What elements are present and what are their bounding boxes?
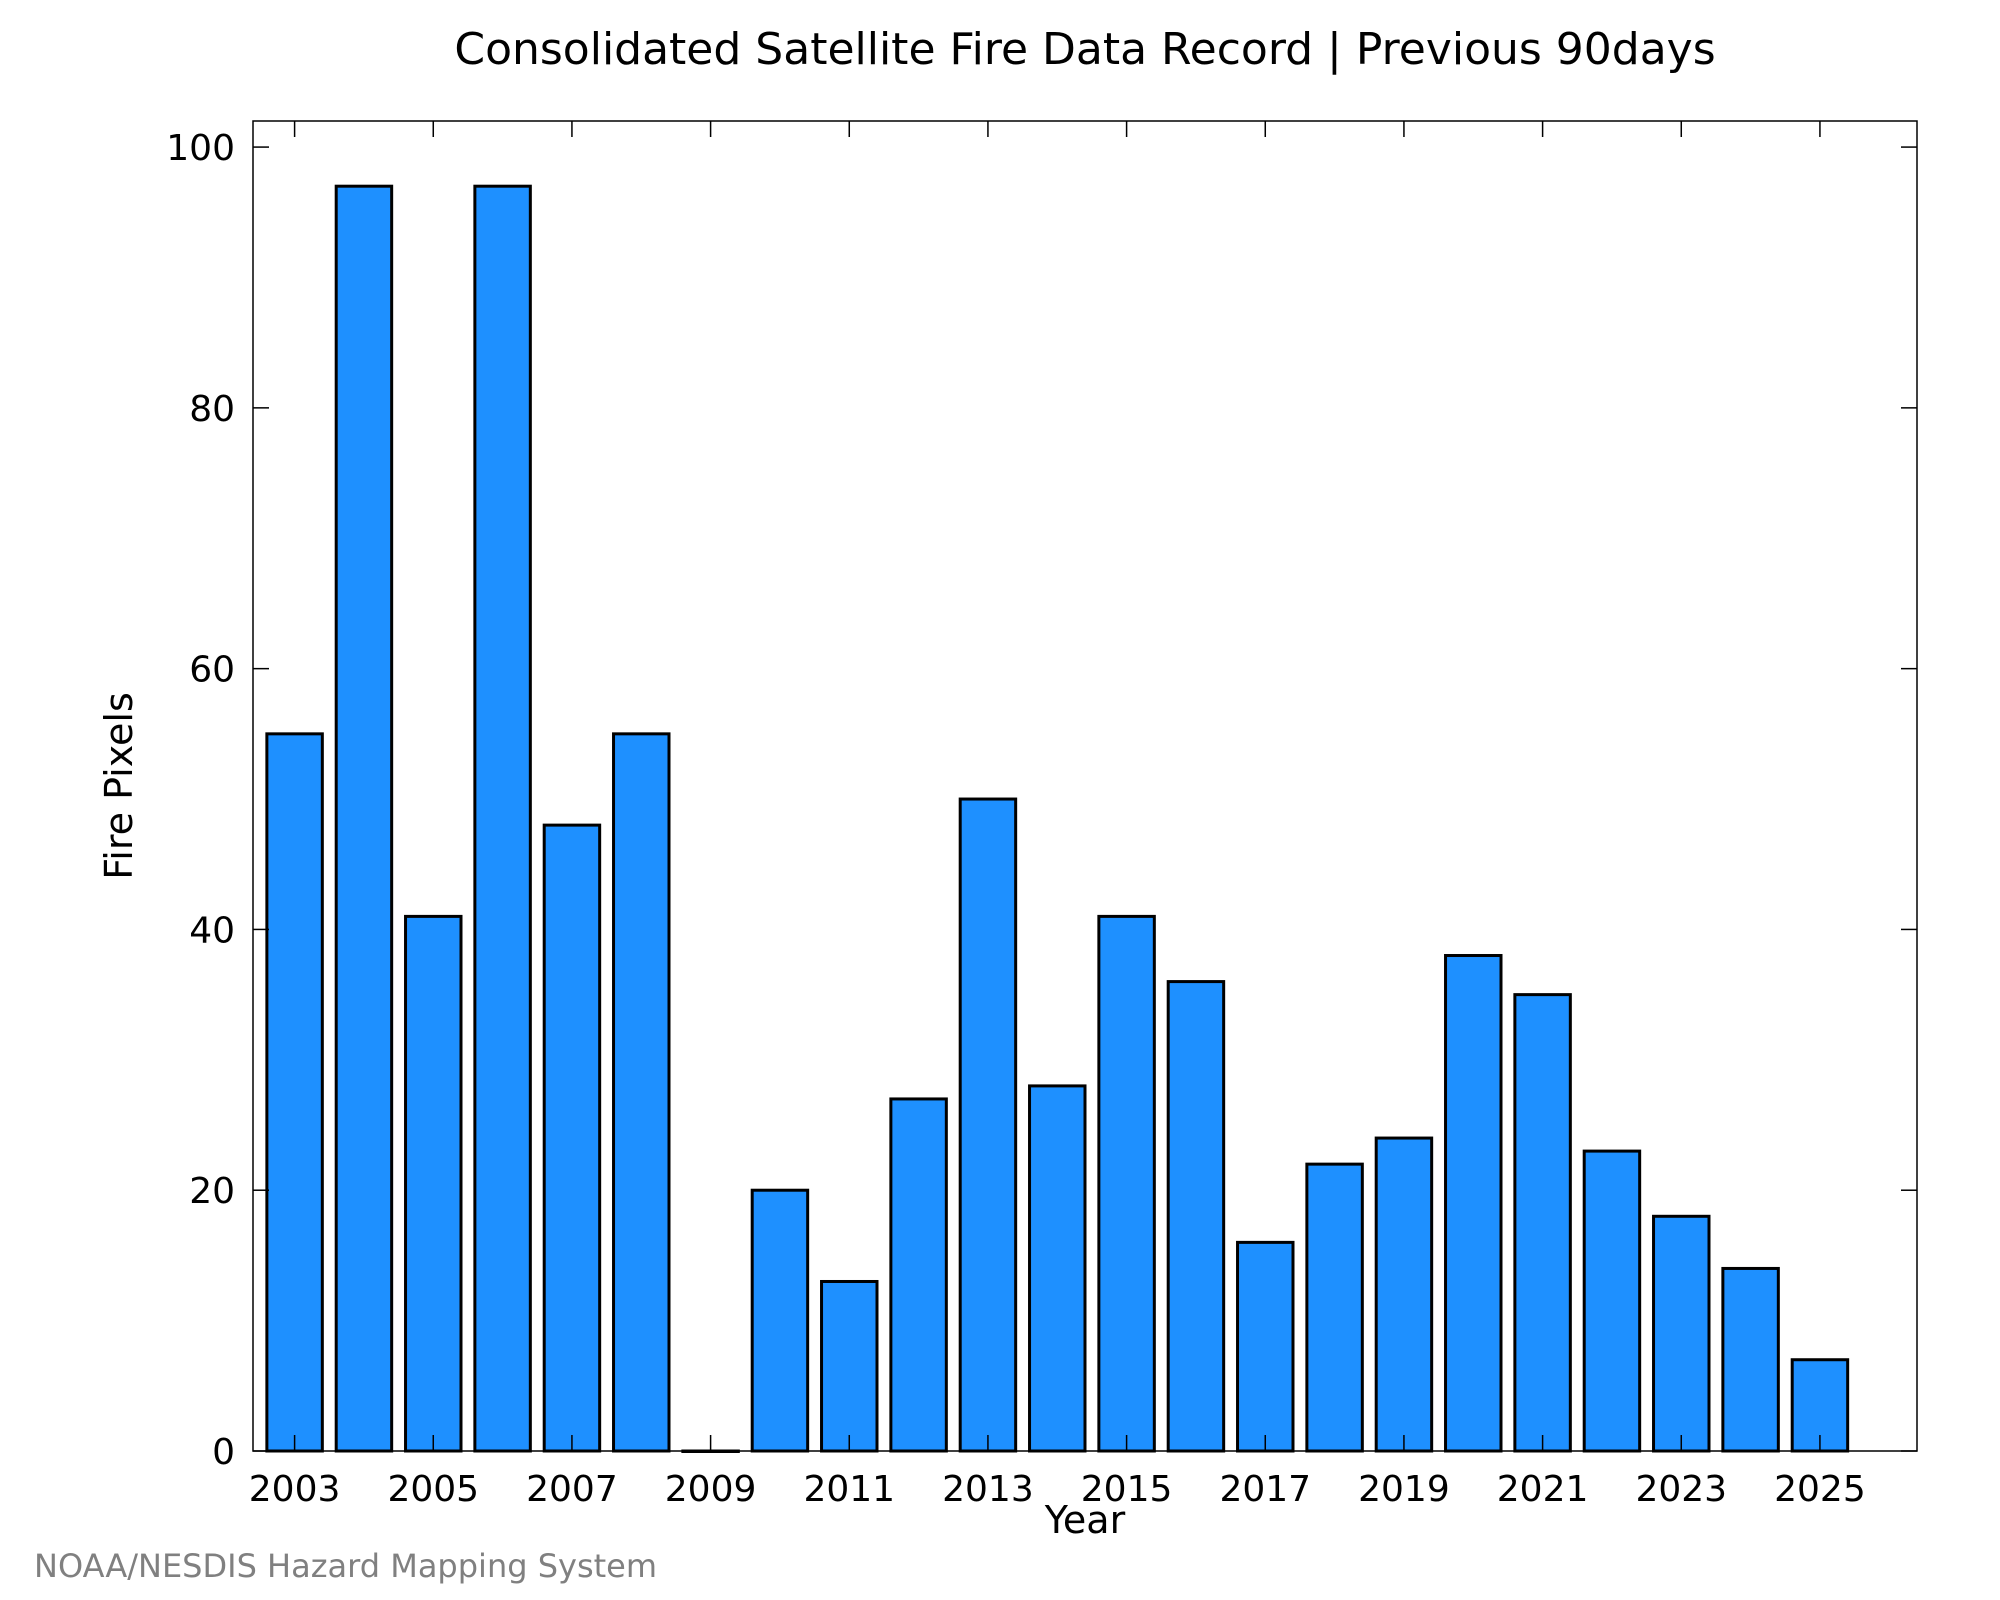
bar-2025 — [1790, 1358, 1850, 1453]
x-tick-label-2023: 2023 — [1635, 1469, 1727, 1510]
bar-2019 — [1374, 1136, 1434, 1453]
bar-2007 — [542, 823, 602, 1453]
bar-2011 — [820, 1279, 879, 1453]
bar-2022 — [1582, 1149, 1642, 1453]
x-tick-label-2009: 2009 — [665, 1469, 757, 1510]
bar-2016 — [1166, 980, 1226, 1453]
x-tick-label-2003: 2003 — [249, 1469, 341, 1510]
bar-2012 — [889, 1097, 948, 1453]
x-tick-label-2021: 2021 — [1497, 1469, 1589, 1510]
bar-2024 — [1721, 1266, 1780, 1453]
bar-2008 — [612, 732, 671, 1453]
y-tick-label-60: 60 — [189, 650, 235, 691]
bar-group — [265, 184, 1850, 1453]
y-tick-label-100: 100 — [166, 128, 235, 169]
x-tick-label-2011: 2011 — [803, 1469, 895, 1510]
bar-2004 — [334, 184, 394, 1453]
x-tick-label-2015: 2015 — [1081, 1469, 1173, 1510]
x-tick-label-2025: 2025 — [1774, 1469, 1866, 1510]
bar-2006 — [473, 184, 532, 1453]
y-tick-label-0: 0 — [212, 1432, 235, 1473]
credit-text: NOAA/NESDIS Hazard Mapping System — [34, 1547, 657, 1585]
x-tick-label-2007: 2007 — [526, 1469, 618, 1510]
y-axis-label: Fire Pixels — [97, 692, 141, 880]
tick-group: 2003 2005 2007 2009 2011 2013 2015 2017 2019 2021… — [166, 121, 1917, 1510]
bar-2018 — [1305, 1162, 1364, 1453]
bar-2023 — [1652, 1214, 1711, 1453]
bar-2017 — [1236, 1240, 1295, 1453]
x-tick-label-2019: 2019 — [1358, 1469, 1450, 1510]
bar-2015 — [1097, 914, 1156, 1453]
bar-2010 — [750, 1188, 810, 1453]
y-tick-label-80: 80 — [189, 389, 235, 430]
plot-frame — [252, 120, 1918, 1452]
y-tick-label-20: 20 — [189, 1171, 235, 1212]
bar-2013 — [958, 797, 1018, 1453]
x-axis-label: Year — [1044, 1498, 1126, 1542]
x-tick-label-2017: 2017 — [1219, 1469, 1311, 1510]
bar-2005 — [404, 914, 463, 1453]
bar-2021 — [1513, 993, 1572, 1453]
x-tick-label-2005: 2005 — [387, 1469, 479, 1510]
bar-2014 — [1028, 1084, 1087, 1453]
y-tick-label-40: 40 — [189, 910, 235, 951]
bar-2020 — [1444, 954, 1503, 1453]
bar-2003 — [265, 732, 324, 1453]
x-tick-label-2013: 2013 — [942, 1469, 1034, 1510]
chart-title: Consolidated Satellite Fire Data Record … — [454, 24, 1715, 75]
